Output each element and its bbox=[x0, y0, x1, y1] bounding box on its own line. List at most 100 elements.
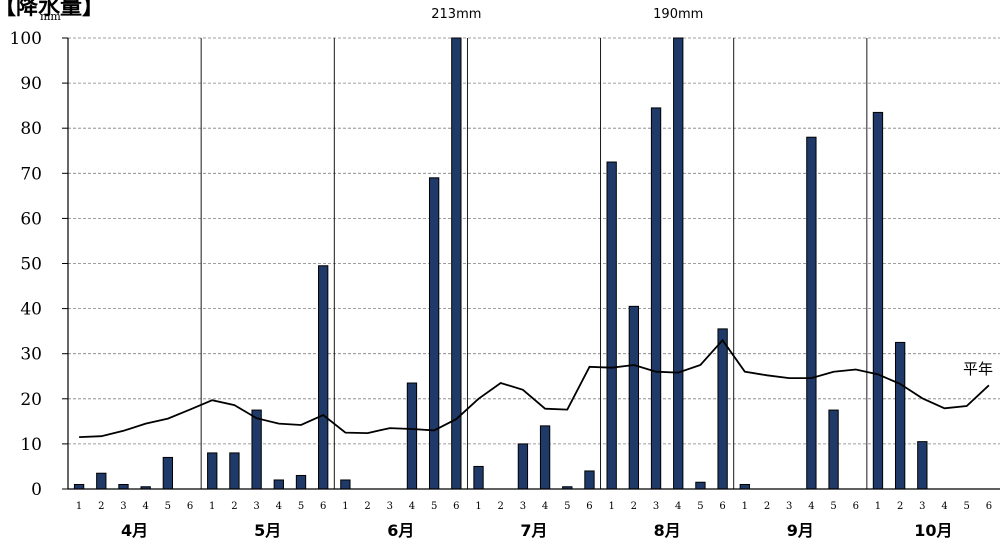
pentad-label: 5 bbox=[964, 501, 970, 512]
month-label: 6月 bbox=[387, 521, 414, 540]
pentad-label: 2 bbox=[364, 501, 370, 512]
pentad-label: 3 bbox=[387, 501, 393, 512]
pentad-label: 5 bbox=[697, 501, 703, 512]
pentad-label: 3 bbox=[653, 501, 659, 512]
axes bbox=[67, 38, 1000, 490]
pentad-label: 6 bbox=[187, 501, 193, 512]
month-label: 5月 bbox=[254, 521, 281, 540]
y-tick-label: 50 bbox=[20, 255, 42, 275]
pentad-label: 3 bbox=[786, 501, 792, 512]
bar bbox=[207, 452, 218, 490]
y-tick-label: 0 bbox=[31, 480, 42, 500]
pentad-label: 5 bbox=[830, 501, 836, 512]
bar bbox=[229, 452, 240, 490]
month-label: 10月 bbox=[914, 521, 952, 540]
pentad-label: 4 bbox=[542, 501, 548, 512]
bar-annotations: 213mm 190mm bbox=[431, 7, 703, 22]
pentad-label: 4 bbox=[941, 501, 947, 512]
pentad-label: 3 bbox=[253, 501, 259, 512]
y-tick-label: 40 bbox=[20, 300, 42, 320]
pentad-label: 4 bbox=[409, 501, 415, 512]
month-label: 8月 bbox=[654, 521, 681, 540]
pentad-label: 6 bbox=[453, 501, 459, 512]
y-tick-label: 20 bbox=[20, 390, 42, 410]
pentad-label: 1 bbox=[209, 501, 215, 512]
bar bbox=[739, 483, 750, 490]
pentad-label: 2 bbox=[764, 501, 770, 512]
bar bbox=[628, 305, 640, 490]
pentad-label: 1 bbox=[742, 501, 748, 512]
bar bbox=[295, 474, 307, 490]
bar bbox=[539, 425, 551, 490]
month-label: 7月 bbox=[520, 521, 547, 540]
pentad-label: 2 bbox=[498, 501, 504, 512]
bar bbox=[806, 136, 817, 490]
pentad-label: 1 bbox=[608, 501, 614, 512]
bar bbox=[318, 265, 329, 490]
y-tick-label: 80 bbox=[20, 119, 42, 139]
pentad-label: 5 bbox=[165, 501, 171, 512]
bar-series bbox=[73, 37, 928, 490]
y-tick-label: 100 bbox=[10, 29, 42, 49]
month-label: 9月 bbox=[787, 521, 814, 540]
pentad-label: 1 bbox=[76, 501, 82, 512]
bar bbox=[872, 111, 884, 490]
pentad-label: 6 bbox=[853, 501, 859, 512]
pentad-label: 2 bbox=[897, 501, 903, 512]
bar bbox=[428, 177, 440, 490]
bar bbox=[828, 409, 839, 490]
pentad-label: 3 bbox=[520, 501, 526, 512]
pentad-label: 1 bbox=[342, 501, 348, 512]
x-axis-labels: 1 2 3 4 5 6 1 2 3 4 5 6 1 2 3 4 5 6 1 2 3 4 5 6 1 2 3 4 5 6 1 2 3 4 5 6 1 2 3 4… bbox=[76, 501, 992, 540]
bar bbox=[251, 409, 262, 490]
bar bbox=[473, 465, 484, 490]
bar-value-annotation: 190mm bbox=[653, 7, 703, 22]
y-tick-label: 90 bbox=[20, 74, 42, 94]
pentad-label: 3 bbox=[919, 501, 925, 512]
bar bbox=[162, 456, 174, 490]
gridlines bbox=[68, 37, 1000, 445]
bar bbox=[340, 479, 351, 490]
pentad-label: 4 bbox=[142, 501, 148, 512]
y-tick-label: 30 bbox=[20, 345, 42, 365]
pentad-label: 6 bbox=[986, 501, 992, 512]
bar bbox=[73, 483, 85, 490]
pentad-label: 4 bbox=[808, 501, 814, 512]
pentad-label: 1 bbox=[475, 501, 481, 512]
pentad-label: 4 bbox=[276, 501, 282, 512]
bar bbox=[118, 483, 129, 490]
bar bbox=[96, 472, 107, 490]
y-axis-ticks: 0 10 20 30 40 50 60 70 80 90 100 bbox=[10, 29, 68, 500]
pentad-label: 6 bbox=[320, 501, 326, 512]
pentad-label: 1 bbox=[875, 501, 881, 512]
month-label: 4月 bbox=[121, 521, 148, 540]
pentad-label: 2 bbox=[98, 501, 104, 512]
y-tick-label: 60 bbox=[20, 209, 42, 229]
bar bbox=[717, 328, 728, 490]
pentad-label: 2 bbox=[231, 501, 237, 512]
pentad-label: 6 bbox=[586, 501, 592, 512]
bar bbox=[406, 382, 418, 490]
bar bbox=[517, 443, 529, 490]
pentad-label: 6 bbox=[719, 501, 725, 512]
bar bbox=[673, 37, 684, 490]
bar bbox=[695, 481, 706, 490]
bar bbox=[650, 107, 662, 490]
y-tick-label: 70 bbox=[20, 164, 42, 184]
pentad-label: 3 bbox=[120, 501, 126, 512]
bar bbox=[584, 470, 595, 490]
bar bbox=[894, 341, 906, 490]
bar bbox=[917, 441, 928, 490]
bar-value-annotation: 213mm bbox=[431, 7, 481, 22]
normal-line-label: 平年 bbox=[963, 360, 993, 378]
y-tick-label: 10 bbox=[20, 435, 42, 455]
normal-line-series bbox=[79, 338, 990, 438]
chart-title: 【降水量】 bbox=[0, 0, 104, 20]
bar bbox=[606, 161, 617, 490]
pentad-label: 5 bbox=[431, 501, 437, 512]
y-axis-unit: mm bbox=[40, 10, 61, 23]
pentad-label: 4 bbox=[675, 501, 681, 512]
month-separators bbox=[200, 38, 868, 489]
pentad-label: 5 bbox=[564, 501, 570, 512]
